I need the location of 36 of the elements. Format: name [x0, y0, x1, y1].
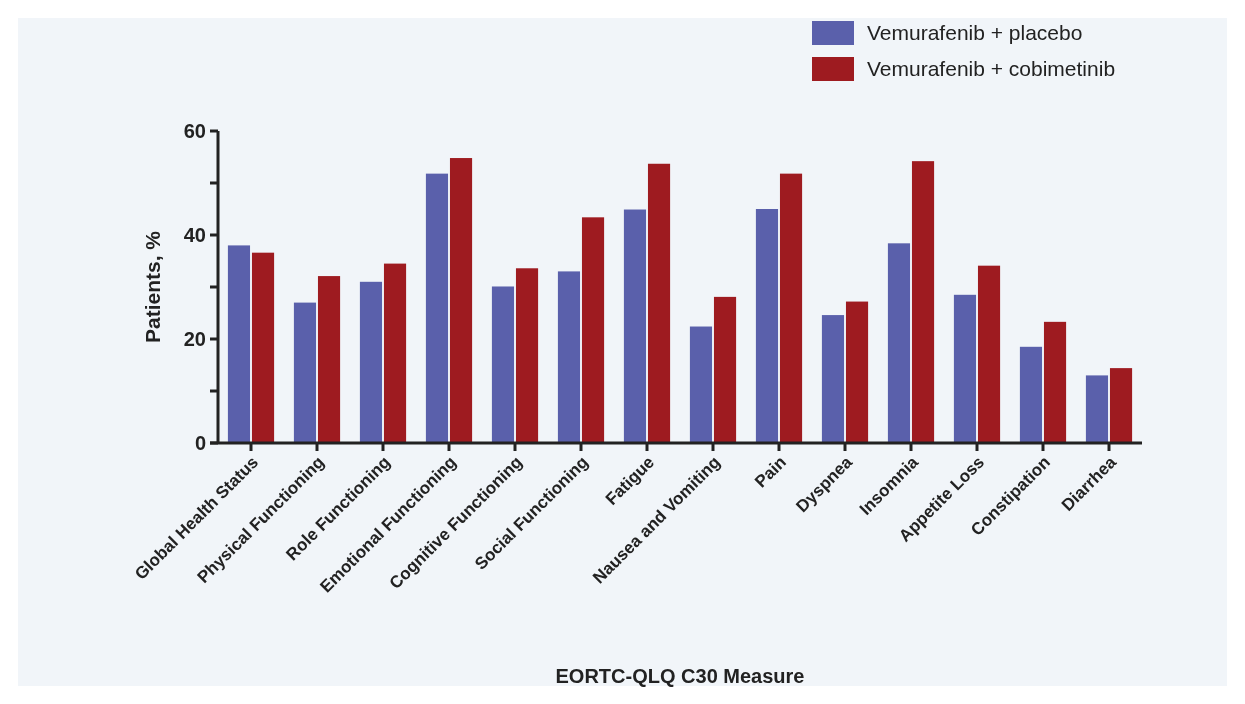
bar [1085, 375, 1109, 443]
bar [383, 263, 407, 443]
bar [953, 294, 977, 443]
bar [977, 265, 1001, 443]
bar [911, 161, 935, 443]
bar [251, 252, 275, 443]
bar [779, 173, 803, 443]
bar [845, 301, 869, 443]
y-tick-label: 20 [183, 328, 206, 350]
bar [449, 158, 473, 443]
bar [1043, 321, 1067, 443]
bar [581, 217, 605, 443]
bar [491, 286, 515, 443]
bar [887, 243, 911, 443]
bar [515, 268, 539, 443]
bar [557, 271, 581, 443]
bar [1109, 368, 1133, 443]
y-tick-label: 0 [194, 432, 206, 454]
bar [293, 302, 317, 443]
bar [227, 245, 251, 443]
legend-label: Vemurafenib + placebo [867, 21, 1083, 45]
bar [317, 276, 341, 443]
bar [359, 281, 383, 443]
y-axis-title: Patients, % [141, 230, 164, 344]
bar [713, 296, 737, 443]
bar [647, 163, 671, 443]
bar [623, 209, 647, 443]
legend-label: Vemurafenib + cobimetinib [867, 57, 1116, 81]
bar [1019, 346, 1043, 443]
y-tick-label: 60 [183, 120, 206, 142]
y-tick-label: 40 [183, 224, 206, 246]
x-axis-title: EORTC-QLQ C30 Measure [555, 665, 805, 687]
bar [425, 173, 449, 443]
bar [821, 315, 845, 443]
bar [689, 326, 713, 443]
bar [755, 209, 779, 443]
